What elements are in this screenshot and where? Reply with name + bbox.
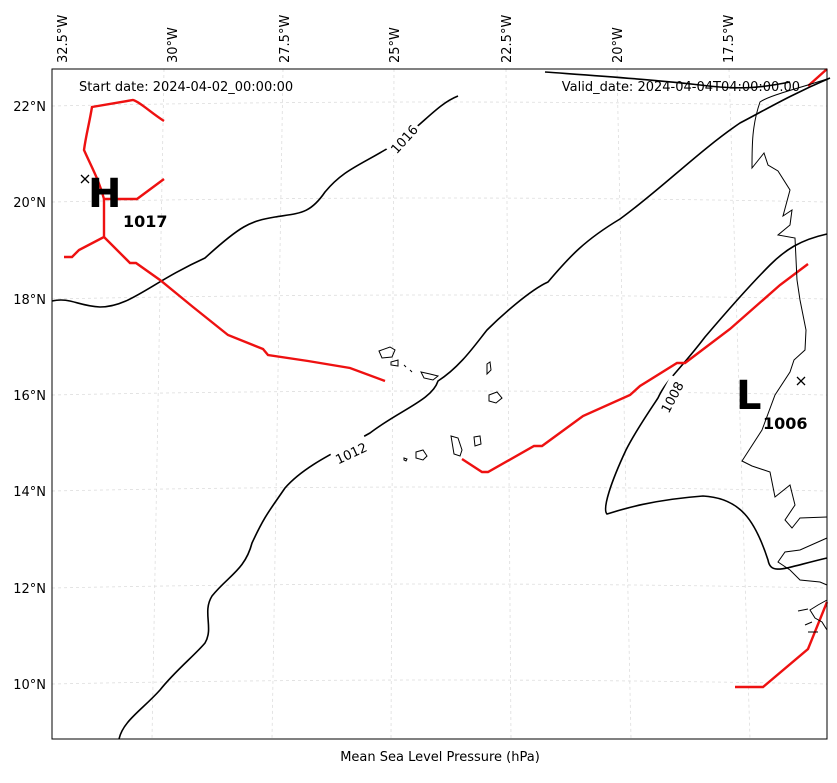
front-northeast (807, 68, 828, 87)
lat-label: 14°N (13, 485, 46, 500)
x-axis-label: Mean Sea Level Pressure (hPa) (340, 750, 540, 765)
start-date-label: Start date: 2024-04-02_00:00:00 (79, 80, 293, 95)
low-center-value: 1006 (763, 414, 808, 433)
guinea-coast (809, 599, 828, 631)
low-center-marker (796, 376, 806, 386)
lat-label: 10°N (13, 678, 46, 693)
lat-label: 12°N (13, 582, 46, 597)
coastlines (741, 78, 828, 631)
graticule (51, 68, 828, 740)
latitude-labels: 22°N 20°N 18°N 16°N 14°N 12°N 10°N (13, 100, 46, 693)
fronts (64, 68, 829, 689)
lon-label: 20°W (611, 27, 626, 63)
africa-coastline-south (777, 537, 828, 586)
center-markers (80, 174, 806, 386)
isobar-1008-line (604, 233, 828, 570)
lat-label: 22°N (13, 100, 46, 115)
isobars (51, 71, 831, 740)
isobar-1012-line (118, 77, 831, 740)
front-central (461, 263, 809, 474)
high-center-value: 1017 (123, 212, 168, 231)
high-center-letter: H (88, 171, 121, 217)
africa-coastline (741, 78, 828, 529)
high-center-marker (80, 174, 90, 184)
lon-label: 17.5°W (722, 15, 737, 63)
valid-date-label: Valid_date: 2024-04-04T04:00:00.00 (562, 80, 800, 95)
lon-label: 30°W (166, 27, 181, 63)
longitude-labels: 32.5°W 30°W 27.5°W 25°W 22.5°W 20°W 17.5… (56, 15, 737, 63)
front-southeast (735, 601, 829, 689)
isobar-1016-line-east (544, 71, 791, 89)
front-high-loop (82, 98, 165, 201)
lat-label: 18°N (13, 293, 46, 308)
low-center-letter: L (736, 373, 762, 419)
lon-label: 22.5°W (500, 15, 515, 63)
front-high-ridge (103, 236, 386, 383)
lon-label: 27.5°W (278, 15, 293, 63)
lat-label: 20°N (13, 196, 46, 211)
islands (378, 346, 818, 633)
lat-label: 16°N (13, 389, 46, 404)
front-high-trough (64, 199, 106, 259)
lon-label: 25°W (388, 27, 403, 63)
plot-frame (51, 68, 828, 740)
lon-label: 32.5°W (56, 15, 71, 63)
